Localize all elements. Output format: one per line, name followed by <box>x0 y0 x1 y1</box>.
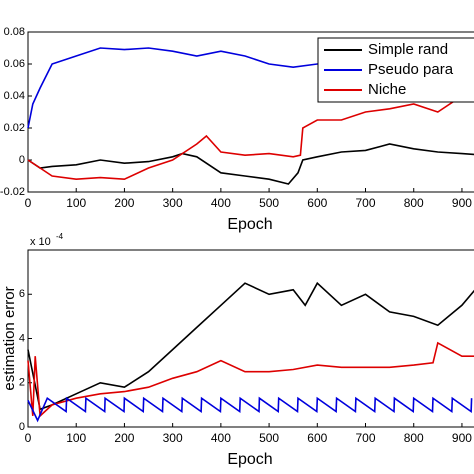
y-tick-label: 4 <box>19 332 25 344</box>
x-tick-label: 400 <box>211 431 231 445</box>
x-tick-label: 800 <box>404 196 424 210</box>
y-tick-label: 0.06 <box>4 58 25 70</box>
line <box>27 281 474 411</box>
line <box>27 341 474 418</box>
x-tick-label: 300 <box>163 431 183 445</box>
y-tick-label: -0.02 <box>0 186 25 198</box>
x-tick-label: 200 <box>114 196 134 210</box>
x-tick-label: 900 <box>452 196 472 210</box>
line <box>27 91 474 181</box>
x-tick-label: 900 <box>452 431 472 445</box>
x-tick-label: 100 <box>66 431 86 445</box>
line <box>27 143 474 185</box>
x-axis-label: Epoch <box>227 451 272 468</box>
x-tick-label: 200 <box>114 431 134 445</box>
x-tick-label: 0 <box>25 196 32 210</box>
x-axis-label: Epoch <box>227 216 272 233</box>
x-tick-label: 100 <box>66 196 86 210</box>
x-tick-label: 500 <box>259 196 279 210</box>
x-tick-label: 700 <box>355 431 375 445</box>
plot-frame <box>27 249 474 428</box>
legend-label: Simple rand <box>368 41 448 58</box>
plot-frame <box>27 31 474 193</box>
x-tick-label: 700 <box>355 196 375 210</box>
y-tick-label: 0.02 <box>4 122 25 134</box>
y-axis-label: estimation error <box>1 286 18 390</box>
y-tick-label: 0 <box>19 421 25 433</box>
y-tick-label: 2 <box>19 377 25 389</box>
x-tick-label: 600 <box>307 431 327 445</box>
x-tick-label: 500 <box>259 431 279 445</box>
y-tick-label: 0.04 <box>4 90 25 102</box>
y-tick-label: 0 <box>19 154 25 166</box>
multiplier: x 10 <box>30 236 51 248</box>
x-tick-label: 400 <box>211 196 231 210</box>
x-tick-label: 0 <box>25 431 32 445</box>
y-tick-label: 0.08 <box>4 26 25 38</box>
x-tick-label: 300 <box>163 196 183 210</box>
line <box>27 396 473 423</box>
multiplier-exponent: -4 <box>56 232 64 241</box>
y-tick-label: 6 <box>19 288 25 300</box>
x-tick-label: 600 <box>307 196 327 210</box>
legend-label: Niche <box>368 81 406 98</box>
legend-label: Pseudo para <box>368 61 454 78</box>
x-tick-label: 800 <box>404 431 424 445</box>
